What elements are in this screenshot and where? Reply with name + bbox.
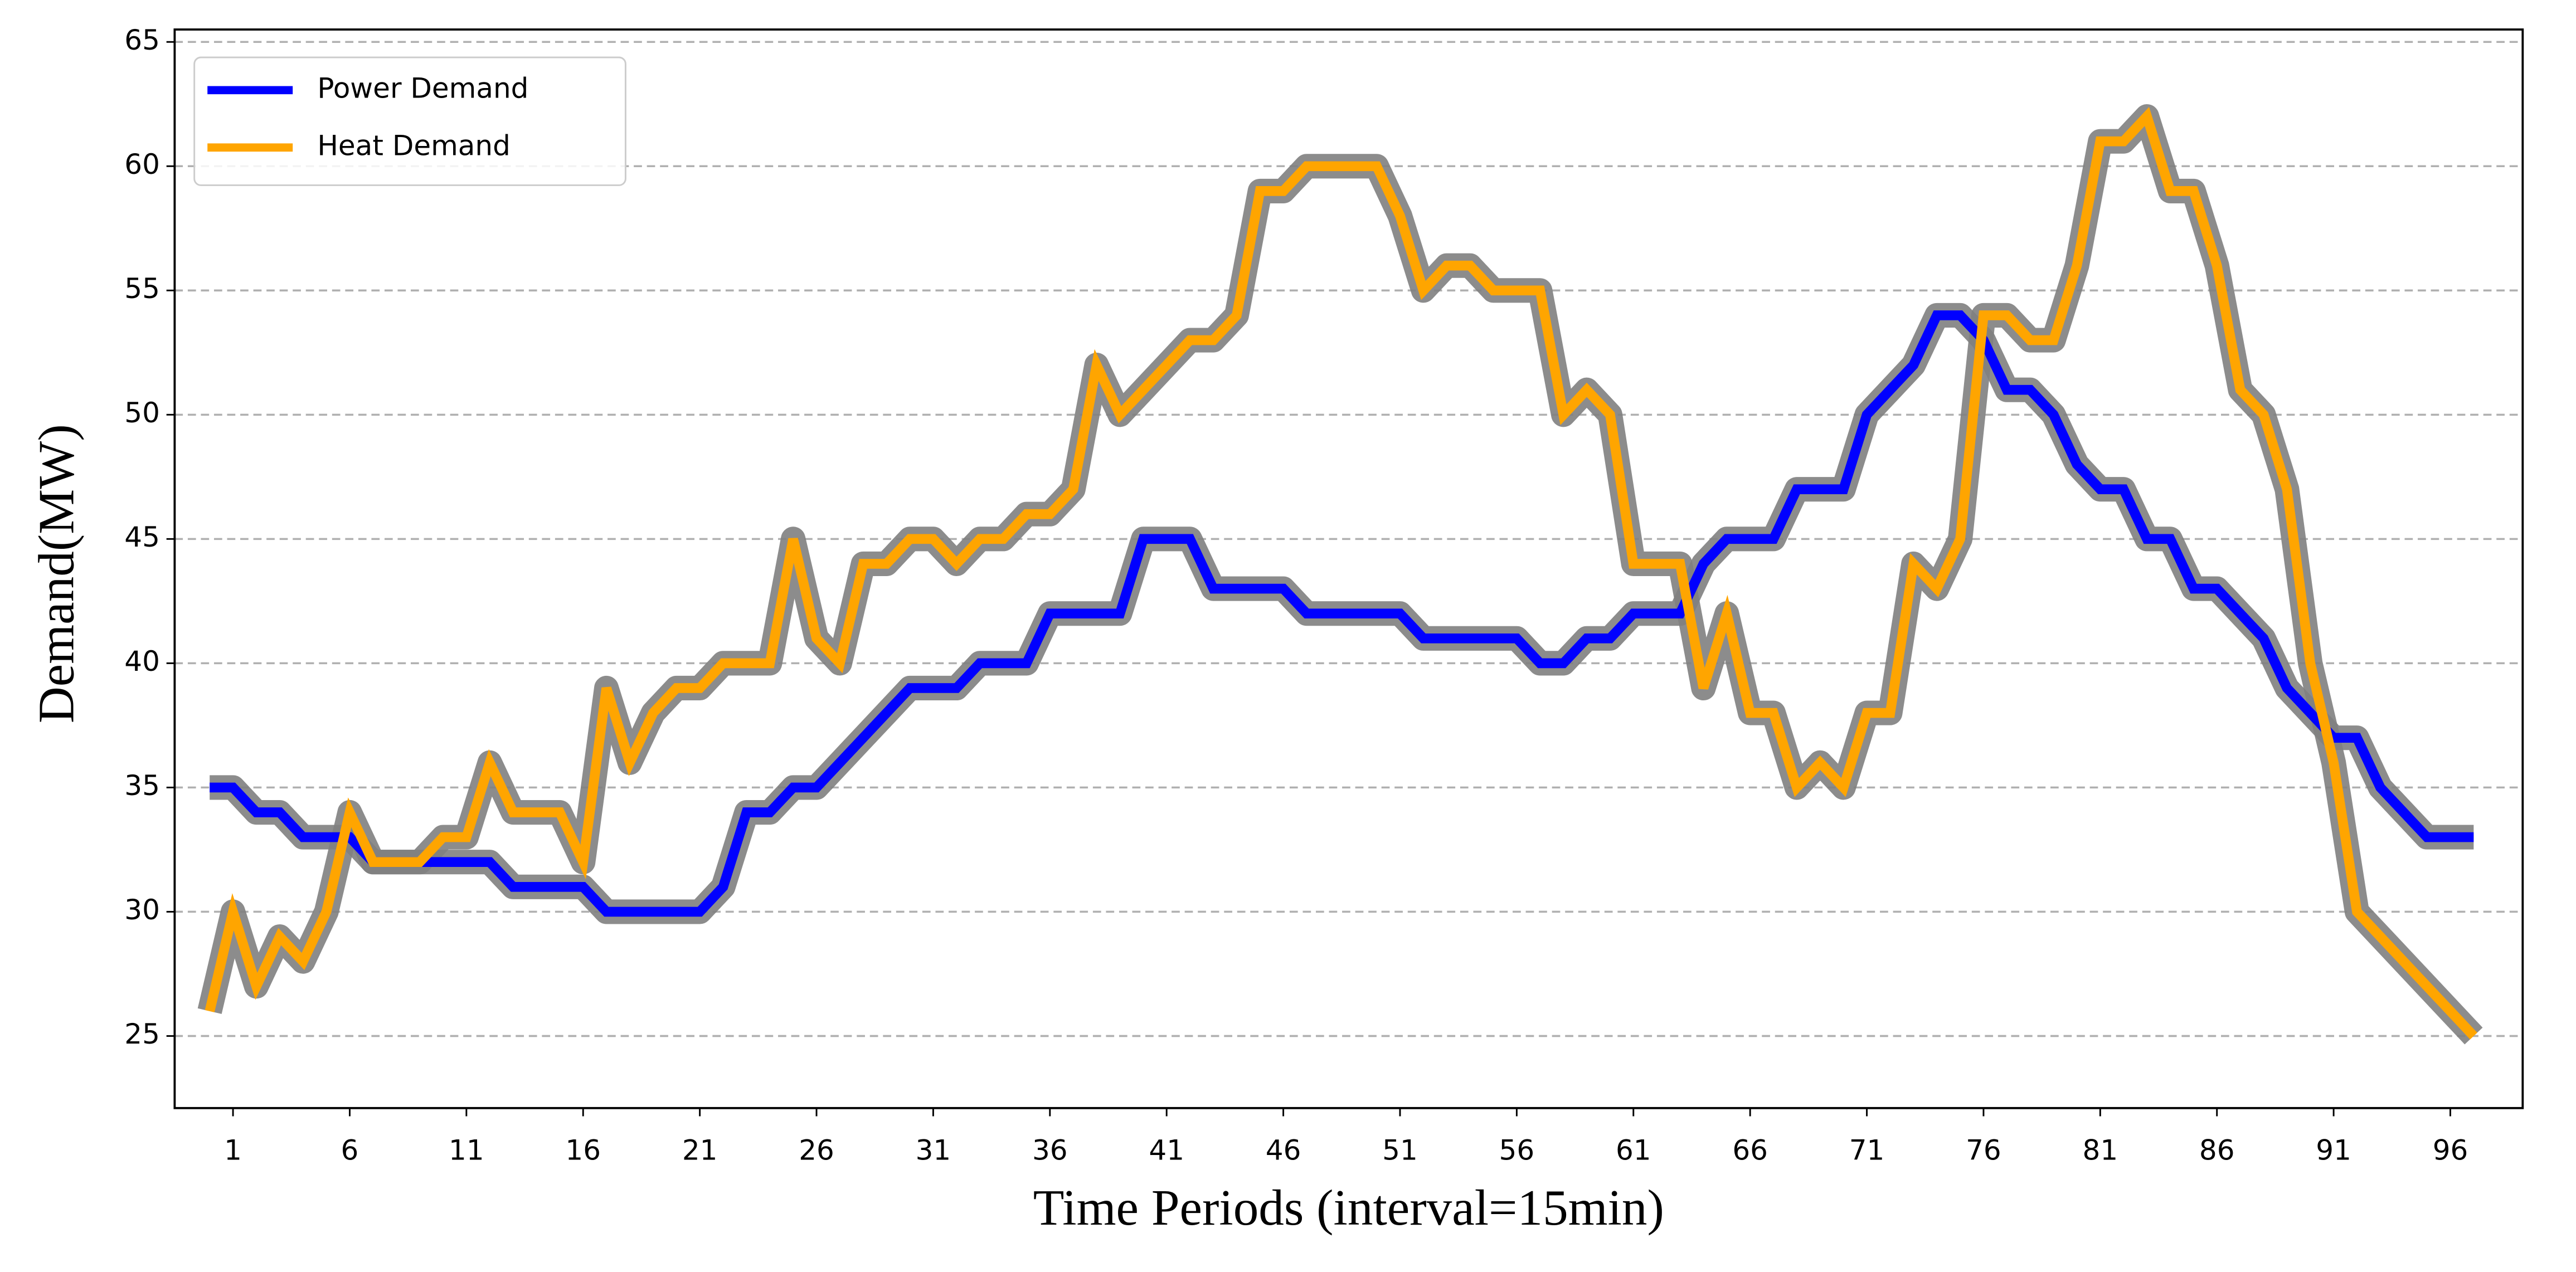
y-axis-label: Demand(MW) [28, 424, 84, 723]
y-tick-label: 40 [124, 645, 160, 678]
y-tick-label: 50 [124, 397, 160, 429]
y-tick-label: 60 [124, 148, 160, 181]
x-tick-label: 16 [565, 1134, 601, 1167]
x-tick-label: 81 [2083, 1134, 2118, 1167]
series-line [205, 107, 2477, 1040]
x-tick-label: 21 [682, 1134, 718, 1167]
x-axis-label: Time Periods (interval=15min) [1033, 1180, 1664, 1236]
y-tick-label: 35 [124, 769, 160, 802]
x-tick-label: 26 [799, 1134, 834, 1167]
y-tick-label: 25 [124, 1018, 160, 1050]
x-tick-label: 6 [341, 1134, 359, 1167]
x-tick-label: 1 [224, 1134, 242, 1167]
x-tick-label: 11 [449, 1134, 484, 1167]
x-tick-label: 96 [2433, 1134, 2468, 1167]
x-tick-label: 51 [1382, 1134, 1418, 1167]
y-tick-label: 30 [124, 894, 160, 926]
plot-frame [173, 28, 2524, 1109]
x-tick-label: 91 [2316, 1134, 2351, 1167]
x-tick-label: 71 [1849, 1134, 1885, 1167]
y-tick-label: 55 [124, 272, 160, 305]
x-tick-label: 46 [1266, 1134, 1301, 1167]
x-tick-label: 41 [1149, 1134, 1184, 1167]
legend-label: Power Demand [317, 72, 528, 104]
x-tick-label: 76 [1966, 1134, 2001, 1167]
series-line [210, 310, 2474, 917]
x-tick-label: 36 [1032, 1134, 1068, 1167]
y-tick-label: 65 [124, 24, 160, 56]
x-tick-label: 86 [2199, 1134, 2235, 1167]
legend-label: Heat Demand [317, 129, 511, 162]
x-tick-label: 66 [1732, 1134, 1768, 1167]
x-tick-label: 31 [916, 1134, 951, 1167]
legend-box [193, 56, 626, 186]
x-tick-label: 61 [1616, 1134, 1651, 1167]
y-tick-label: 45 [124, 521, 160, 553]
x-tick-label: 56 [1499, 1134, 1535, 1167]
